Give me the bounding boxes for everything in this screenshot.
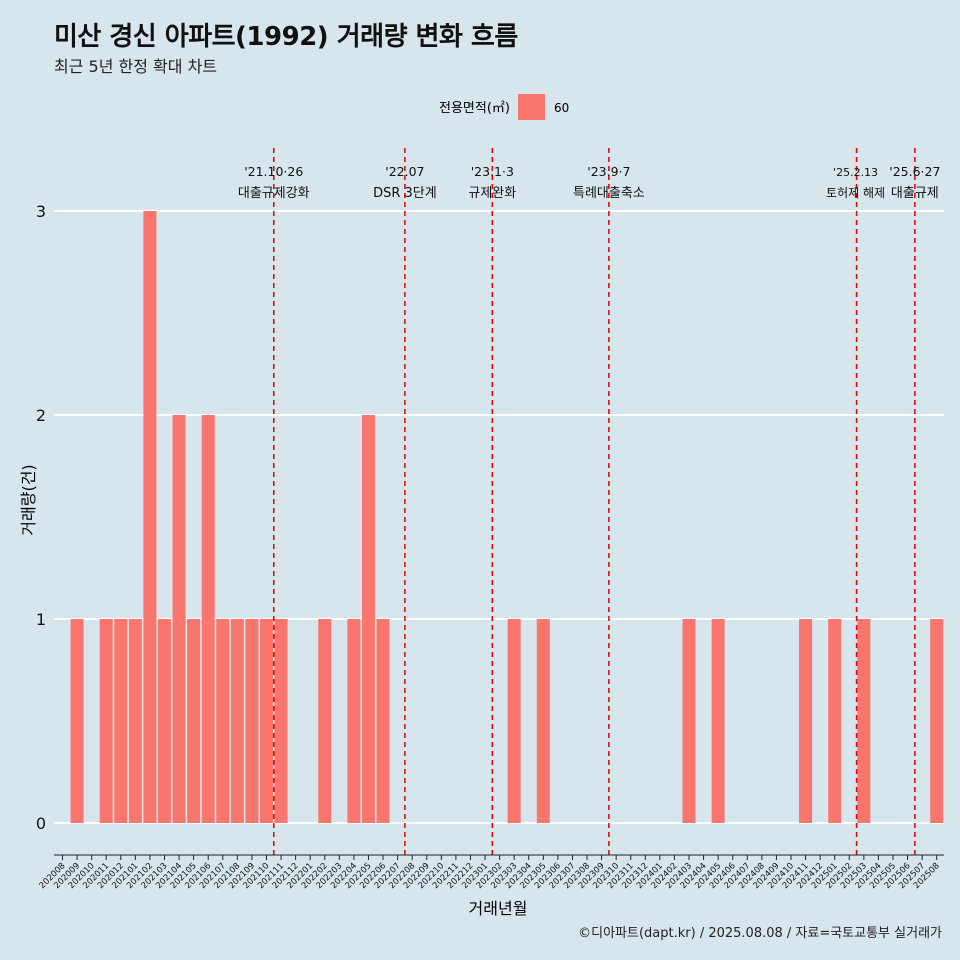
event-date: '23.9·7 — [587, 164, 630, 179]
bar — [828, 619, 842, 823]
event-label: 대출규제강화 — [238, 186, 310, 201]
event-date: '22.07 — [385, 164, 424, 179]
y-tick-label: 1 — [36, 610, 46, 629]
event-annotations: '21.10·26 대출규제강화 '22.07 DSR 3단계 '23.1·3 규제완화 '… — [238, 164, 941, 201]
bar — [711, 619, 725, 823]
event-date: '25.6·27 — [889, 164, 940, 179]
x-axis-label: 거래년월 — [469, 899, 528, 918]
bar — [857, 619, 871, 823]
bar — [536, 619, 550, 823]
bar — [318, 619, 332, 823]
bar — [682, 619, 696, 823]
bar — [172, 415, 186, 823]
chart-subtitle: 최근 5년 한정 확대 차트 — [54, 57, 218, 76]
event-label: 규제완화 — [468, 186, 516, 201]
bar — [114, 619, 128, 823]
event-label: 대출규제 — [891, 186, 939, 201]
event-lines — [273, 148, 916, 855]
source-caption: ©디아파트(dapt.kr) / 2025.08.08 / 자료=국토교통부 실… — [578, 926, 942, 941]
y-tick-label: 0 — [36, 814, 46, 833]
bar — [99, 619, 113, 823]
chart-title: 미산 경신 아파트(1992) 거래량 변화 흐름 — [54, 22, 518, 52]
bar — [799, 619, 813, 823]
bar — [361, 415, 375, 823]
legend-swatch — [518, 94, 545, 120]
bar — [507, 619, 521, 823]
bar — [347, 619, 361, 823]
bar — [930, 619, 944, 823]
event-label: 토허제 해제 — [826, 186, 885, 200]
event-label: DSR 3단계 — [373, 186, 437, 201]
event-label: 특례대출축소 — [573, 186, 645, 201]
y-tick-label: 3 — [36, 202, 46, 221]
y-tick-label: 2 — [36, 406, 46, 425]
bar — [376, 619, 390, 823]
bar — [70, 619, 84, 823]
y-axis-label: 거래량(건) — [19, 464, 38, 535]
bar — [157, 619, 171, 823]
bar — [128, 619, 142, 823]
bar — [216, 619, 230, 823]
legend-entry: 60 — [554, 101, 569, 115]
bar — [143, 211, 157, 823]
bar — [259, 619, 273, 823]
event-date: '23.1·3 — [471, 164, 514, 179]
event-date: '21.10·26 — [244, 164, 303, 179]
bar — [230, 619, 244, 823]
event-date: '25.2.13 — [833, 166, 878, 179]
x-axis: 2020082020092020102020112020122021012021… — [38, 854, 944, 891]
bar — [274, 619, 288, 823]
bar — [187, 619, 201, 823]
bar — [201, 415, 215, 823]
bars — [70, 211, 944, 823]
legend: 전용면적(㎡) 60 — [439, 94, 569, 120]
y-axis-ticks: 0 1 2 3 — [36, 202, 46, 833]
bar — [245, 619, 259, 823]
legend-title: 전용면적(㎡) — [439, 101, 510, 116]
